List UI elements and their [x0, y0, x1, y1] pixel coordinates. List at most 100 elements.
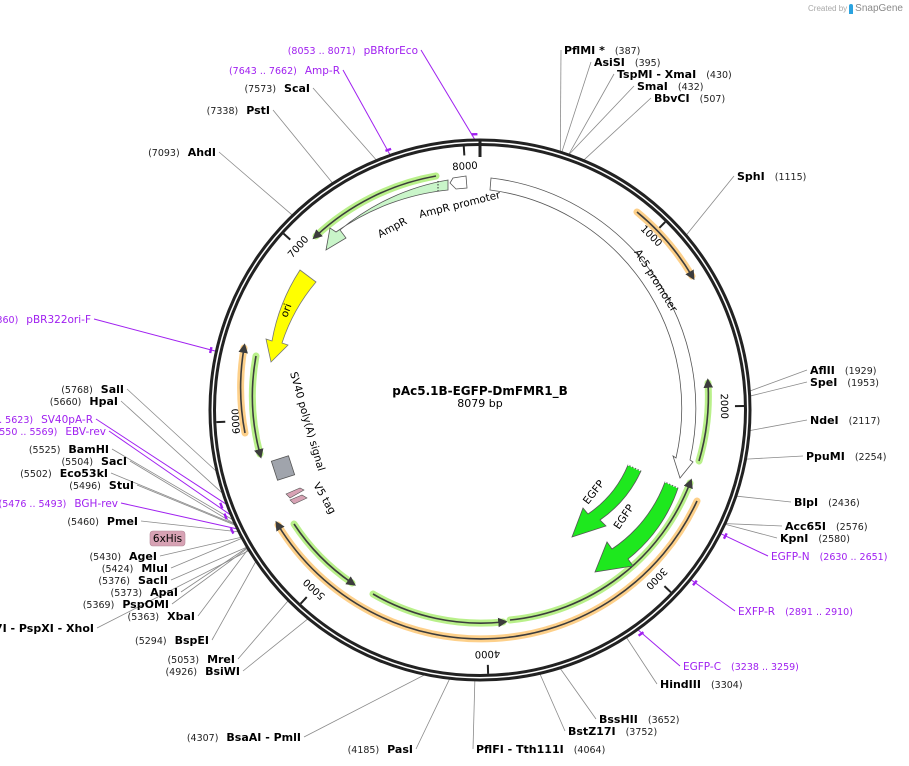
- site-tspmi[interactable]: TspMI - XmaI (430): [617, 68, 732, 81]
- site-ndei[interactable]: NdeI (2117): [810, 414, 880, 427]
- site-spei[interactable]: SpeI (1953): [810, 376, 879, 389]
- primer-pbr322orif[interactable]: (6341 .. 6360) pBR322ori-F: [0, 314, 91, 326]
- site-hpai[interactable]: (5660) HpaI: [50, 395, 118, 408]
- leader-line: [159, 537, 241, 557]
- leader-line: [420, 49, 475, 140]
- site-acc65i[interactable]: Acc65I (2576): [785, 520, 868, 533]
- site-pflmi[interactable]: PflMI * (387): [564, 44, 640, 57]
- site-bsiwi[interactable]: (4926) BsiWI: [165, 665, 240, 678]
- leader-line: [120, 502, 237, 530]
- site-saci[interactable]: (5504) SacI: [61, 455, 127, 468]
- site-pasi[interactable]: (4185) PasI: [348, 743, 413, 756]
- enzyme-position: (2580): [818, 534, 850, 545]
- site-pflfi[interactable]: PflFI - Tth111I (4064): [476, 743, 605, 756]
- site-sacii[interactable]: (5376) SacII: [98, 574, 168, 587]
- svg-text:PpuMI(2254): PpuMI (2254): [806, 450, 886, 463]
- enzyme-position: (4185): [348, 745, 380, 756]
- feature-6xhis-badge[interactable]: 6xHis: [149, 530, 186, 547]
- site-mrei[interactable]: (5053) MreI: [167, 653, 235, 666]
- feature-ampr[interactable]: [325, 179, 449, 251]
- feature-ac5-promoter[interactable]: [489, 177, 697, 479]
- site-bstz17i[interactable]: BstZ17I (3752): [568, 725, 657, 738]
- svg-text:(4185)PasI: (4185) PasI: [348, 743, 413, 756]
- enzyme-position: (5460): [67, 517, 99, 528]
- enzyme-position: (1929): [845, 366, 877, 377]
- site-ahdi[interactable]: (7093) AhdI: [148, 146, 216, 159]
- site-asisi[interactable]: AsiSI (395): [594, 56, 660, 69]
- feature-ampr-promoter[interactable]: [449, 175, 468, 190]
- svg-text:Acc65I(2576): Acc65I (2576): [785, 520, 868, 533]
- svg-text:EGFP-C(3238 .. 3259): EGFP-C (3238 .. 3259): [683, 661, 799, 673]
- feature-sv40-polya[interactable]: [270, 455, 296, 481]
- primer-range: (8053 .. 8071): [288, 46, 356, 57]
- primer-ebvrev[interactable]: (5550 .. 5569) EBV-rev: [0, 426, 106, 438]
- feature-v5-tag[interactable]: [285, 487, 308, 505]
- feature-egfp-1[interactable]: [571, 464, 642, 538]
- primer-exfpr[interactable]: EXFP-R (2891 .. 2910): [738, 606, 853, 618]
- enzyme-name: TspMI - XmaI: [617, 68, 696, 81]
- enzyme-name: PflFI - Tth111I: [476, 743, 564, 756]
- enzyme-position: (5504): [61, 457, 93, 468]
- enzyme-name: PstI: [246, 104, 270, 117]
- primer-egfpc[interactable]: EGFP-C (3238 .. 3259): [683, 661, 799, 673]
- site-bamhi[interactable]: (5525) BamHI: [29, 443, 109, 456]
- site-eco53ki[interactable]: (5502) Eco53kI: [20, 467, 108, 480]
- site-kpni[interactable]: KpnI (2580): [780, 532, 850, 545]
- enzyme-name: PpuMI: [806, 450, 845, 463]
- svg-text:(5460)PmeI: (5460) PmeI: [67, 515, 138, 528]
- enzyme-name: NdeI: [810, 414, 839, 427]
- site-psti[interactable]: (7338) PstI: [207, 104, 270, 117]
- site-bsshii[interactable]: BssHII (3652): [599, 713, 679, 726]
- site-ppumi[interactable]: PpuMI (2254): [806, 450, 886, 463]
- svg-text:SpeI(1953): SpeI (1953): [810, 376, 879, 389]
- site-sphi[interactable]: SphI (1115): [737, 170, 806, 183]
- enzyme-name: Eco53kI: [60, 467, 108, 480]
- site-stui[interactable]: (5496) StuI: [69, 479, 134, 492]
- primer-bind-mark: [229, 527, 235, 535]
- svg-text:BstZ17I(3752): BstZ17I (3752): [568, 725, 657, 738]
- site-agei[interactable]: (5430) AgeI: [89, 550, 157, 563]
- primer-bghrev[interactable]: (5476 .. 5493) BGH-rev: [0, 498, 118, 510]
- enzyme-position: (432): [678, 82, 704, 93]
- leader-line: [120, 400, 223, 494]
- site-paer7i[interactable]: (5357)PaeR7I - PspXI - XhoI: [0, 622, 94, 635]
- site-apai[interactable]: (5373) ApaI: [111, 586, 179, 599]
- enzyme-name: PmeI: [107, 515, 138, 528]
- site-pmei[interactable]: (5460) PmeI: [67, 515, 138, 528]
- primer-ampr[interactable]: (7643 .. 7662) Amp-R: [229, 65, 340, 77]
- site-hindiii[interactable]: HindIII (3304): [660, 678, 743, 691]
- site-bbvci[interactable]: BbvCI (507): [654, 92, 725, 105]
- enzyme-name: MreI: [207, 653, 235, 666]
- svg-text:PflMI *(387): PflMI * (387): [564, 44, 640, 57]
- enzyme-name: BsaAI - PmlI: [226, 731, 301, 744]
- enzyme-position: (430): [706, 70, 732, 81]
- leader-line: [170, 538, 242, 569]
- feature-egfp-2[interactable]: [594, 481, 679, 573]
- enzyme-position: (387): [615, 46, 641, 57]
- svg-text:(5294)BspEI: (5294) BspEI: [135, 634, 209, 647]
- site-aflii[interactable]: AflII (1929): [810, 364, 876, 377]
- primer-sv40par[interactable]: (5604 .. 5623) SV40pA-R: [0, 414, 93, 426]
- site-mlui[interactable]: (5424) MluI: [102, 562, 168, 575]
- primer-labels: (8053 .. 8071) pBRforEco (7643 .. 7662) Amp…: [0, 45, 887, 673]
- site-bspei[interactable]: (5294) BspEI: [135, 634, 209, 647]
- enzyme-position: (2436): [828, 498, 860, 509]
- site-sali[interactable]: (5768) SalI: [61, 383, 124, 396]
- svg-text:(7093)AhdI: (7093) AhdI: [148, 146, 216, 159]
- primer-pbrforeco[interactable]: (8053 .. 8071) pBRforEco: [288, 45, 418, 57]
- primer-egfpn[interactable]: EGFP-N (2630 .. 2651): [771, 551, 887, 563]
- svg-text:(5424)MluI: (5424) MluI: [102, 562, 168, 575]
- site-smai[interactable]: SmaI (432): [637, 80, 703, 93]
- enzyme-position: (5768): [61, 385, 93, 396]
- site-scai[interactable]: (7573) ScaI: [244, 82, 310, 95]
- site-xbai[interactable]: (5363) XbaI: [128, 610, 195, 623]
- site-bsaai[interactable]: (4307) BsaAI - PmlI: [187, 731, 301, 744]
- enzyme-position: (507): [700, 94, 726, 105]
- site-blpi[interactable]: BlpI (2436): [794, 496, 860, 509]
- site-pspomi[interactable]: (5369) PspOMI: [83, 598, 169, 611]
- enzyme-position: (5294): [135, 636, 167, 647]
- primer-name: BGH-rev: [74, 498, 118, 510]
- enzyme-position: (1953): [847, 378, 879, 389]
- feature-ori[interactable]: [265, 269, 317, 363]
- leader-line: [197, 549, 249, 617]
